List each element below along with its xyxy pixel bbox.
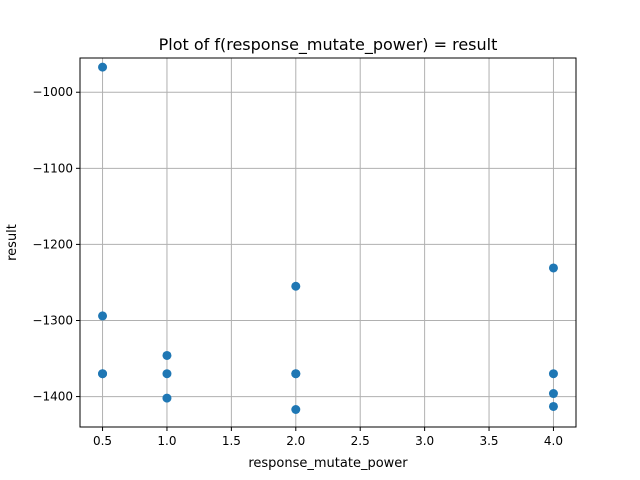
y-tick-label: −1400: [32, 390, 73, 404]
data-point: [291, 369, 301, 379]
x-tick-label: 3.0: [415, 434, 434, 448]
x-tick-label: 4.0: [544, 434, 563, 448]
data-point: [548, 263, 558, 273]
y-tick-label: −1000: [32, 85, 73, 99]
data-point: [291, 405, 301, 415]
x-tick-label: 3.5: [479, 434, 498, 448]
data-point: [162, 393, 172, 403]
data-point: [162, 369, 172, 379]
x-tick-label: 0.5: [93, 434, 112, 448]
y-axis-ticks: −1000 −1100 −1200 −1300 −1400: [32, 85, 80, 404]
data-point: [548, 389, 558, 399]
chart-title: Plot of f(response_mutate_power) = resul…: [159, 35, 498, 55]
data-points: [98, 62, 558, 415]
x-tick-label: 1.0: [157, 434, 176, 448]
y-axis-label: result: [5, 224, 20, 261]
grid-lines: [80, 58, 576, 427]
data-point: [291, 281, 301, 291]
data-point: [162, 350, 172, 360]
y-tick-label: −1100: [32, 161, 73, 175]
data-point: [98, 62, 108, 72]
y-tick-label: −1200: [32, 237, 73, 251]
data-point: [98, 311, 108, 321]
x-axis-label: response_mutate_power: [248, 456, 408, 471]
x-tick-label: 1.5: [222, 434, 241, 448]
data-point: [548, 401, 558, 411]
data-point: [98, 369, 108, 379]
data-point: [548, 369, 558, 379]
plot-area-frame: [79, 57, 577, 428]
x-tick-label: 2.0: [286, 434, 305, 448]
x-axis-ticks: 0.5 1.0 1.5 2.0 2.5 3.0 3.5 4.0: [93, 427, 563, 448]
x-tick-label: 2.5: [351, 434, 370, 448]
y-tick-label: −1300: [32, 313, 73, 327]
